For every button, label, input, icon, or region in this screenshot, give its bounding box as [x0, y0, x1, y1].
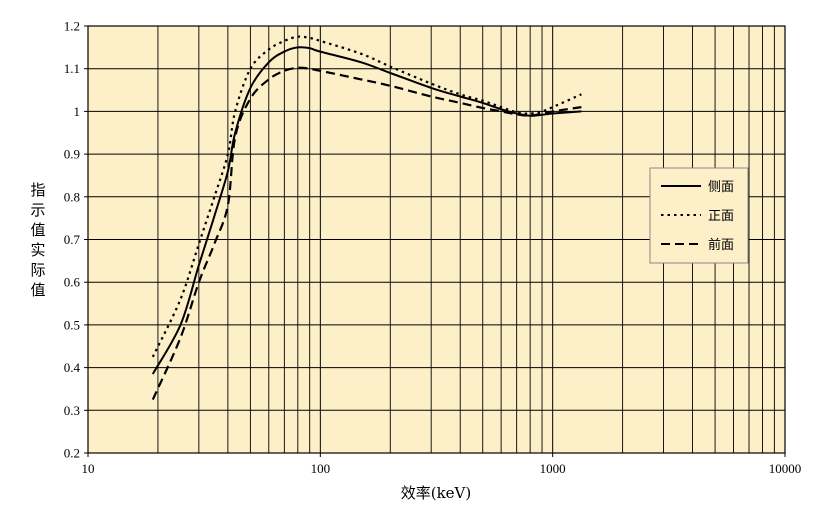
y-axis-title-char: 示 — [30, 201, 45, 219]
y-tick-label: 0.2 — [64, 446, 80, 461]
y-tick-label: 0.5 — [64, 317, 80, 332]
x-tick-label: 100 — [311, 461, 331, 476]
x-tick-labels: 10 100 1000 10000 — [82, 453, 802, 476]
y-axis-title-char: 值 — [30, 221, 45, 239]
x-tick-label: 10000 — [769, 461, 802, 476]
y-tick-label: 0.4 — [64, 360, 81, 375]
series-line-3 — [151, 66, 582, 401]
series-line-2 — [151, 35, 582, 358]
y-axis-title-char: 际 — [30, 261, 45, 279]
y-tick-label: 0.6 — [64, 275, 81, 290]
x-tick-label: 1000 — [540, 461, 566, 476]
y-tick-labels: 0.2 0.3 0.4 0.5 0.6 0.7 0.8 0.9 1 1.1 1.2 — [64, 19, 88, 461]
y-axis-title-char: 值 — [30, 281, 45, 299]
x-tick-label: 10 — [82, 461, 95, 476]
series-lines — [151, 35, 582, 401]
y-tick-label: 0.7 — [64, 232, 81, 247]
x-axis-title: 效率(keV) — [401, 484, 472, 502]
y-axis-title-char: 指 — [30, 181, 45, 199]
y-tick-label: 0.8 — [64, 189, 80, 204]
legend-label-1: 侧面 — [708, 180, 734, 195]
y-tick-label: 0.9 — [64, 147, 80, 162]
y-tick-label: 0.3 — [64, 403, 80, 418]
y-tick-label: 1 — [74, 104, 81, 119]
legend-box — [649, 167, 749, 264]
y-tick-label: 1.1 — [64, 61, 80, 76]
y-tick-label: 1.2 — [64, 19, 80, 34]
legend-label-3: 前面 — [708, 237, 734, 253]
legend-label-2: 正面 — [708, 209, 734, 224]
y-axis-title-char: 实 — [30, 241, 45, 259]
